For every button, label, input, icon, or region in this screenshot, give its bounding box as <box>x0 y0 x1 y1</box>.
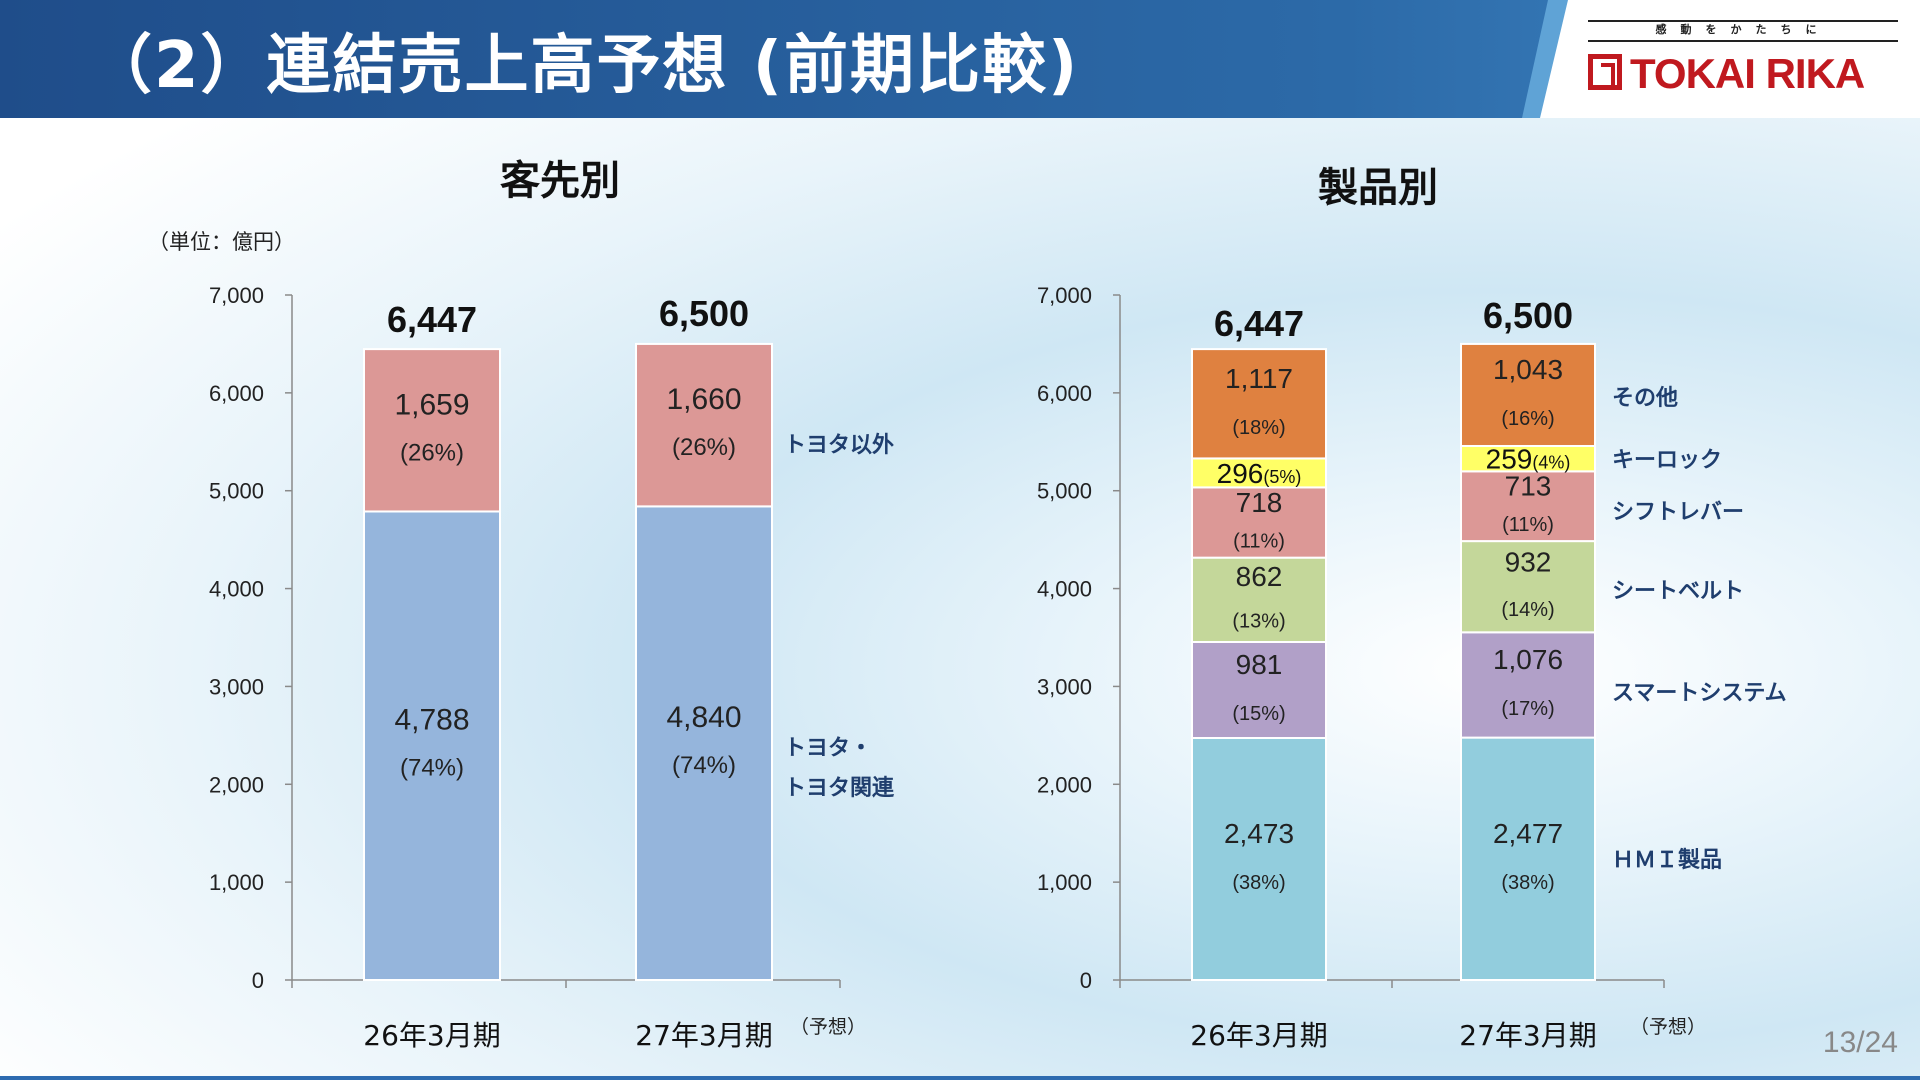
y-tick-label: 3,000 <box>1037 674 1092 699</box>
segment-percent-label: (18%) <box>1232 417 1285 439</box>
bar-segment <box>363 348 501 513</box>
x-category-note: （予想） <box>1630 1016 1706 1038</box>
y-tick-label: 5,000 <box>209 479 264 504</box>
series-legend-label: トヨタ・ <box>784 736 872 761</box>
segment-value-label: 1,076 <box>1493 644 1563 675</box>
y-tick-label: 0 <box>252 968 264 993</box>
y-tick-label: 4,000 <box>1037 577 1092 602</box>
x-category-label: 26年3月期 <box>363 1019 500 1052</box>
right-section-title: 製品別 <box>1318 165 1438 211</box>
bar-segment <box>1460 736 1596 981</box>
bar-segment <box>1460 631 1596 739</box>
segment-percent-label: (74%) <box>672 752 736 779</box>
bar-segment <box>1191 556 1327 644</box>
segment-value-label: 1,043 <box>1493 354 1563 385</box>
bar-segment <box>1191 736 1327 981</box>
series-legend-label: シフトレバー <box>1612 500 1744 525</box>
unit-label: （単位：億円） <box>148 230 295 254</box>
y-tick-label: 6,000 <box>1037 381 1092 406</box>
y-tick-label: 3,000 <box>209 674 264 699</box>
bar-segment <box>635 342 773 508</box>
y-tick-label: 5,000 <box>1037 479 1092 504</box>
bar-segment <box>1460 444 1596 473</box>
y-tick-label: 1,000 <box>1037 870 1092 895</box>
segment-value-label: 2,477 <box>1493 818 1563 849</box>
segment-value-label: 1,660 <box>666 383 741 416</box>
y-tick-label: 0 <box>1080 968 1092 993</box>
series-legend-label: スマートシステム <box>1612 681 1787 706</box>
segment-percent-label: (16%) <box>1501 408 1554 430</box>
bar-segment <box>363 510 501 981</box>
segment-percent-label: (38%) <box>1232 872 1285 894</box>
segment-value-label: 296(5%) <box>1217 458 1302 489</box>
segment-percent-label: (15%) <box>1232 703 1285 725</box>
series-legend-label: トヨタ以外 <box>784 432 894 458</box>
company-logo: 感動をかたちに TOKAI RIKA <box>1588 20 1898 100</box>
bar-total-label: 6,500 <box>659 293 749 334</box>
bar-segment <box>1191 348 1327 460</box>
segment-percent-label: (74%) <box>400 755 464 782</box>
series-legend-label: その他 <box>1612 386 1678 411</box>
segment-percent-label: (11%) <box>1502 514 1554 536</box>
x-category-label: 27年3月期 <box>1459 1019 1596 1052</box>
logo-tagline: 感動をかたちに <box>1588 20 1898 42</box>
segment-percent-label: (13%) <box>1232 611 1285 633</box>
segment-value-label: 1,117 <box>1225 363 1293 394</box>
logo-mark-icon <box>1588 54 1622 90</box>
segment-percent-label: (26%) <box>672 434 736 461</box>
bar-segment <box>635 505 773 981</box>
series-legend-label: トヨタ関連 <box>784 776 895 801</box>
segment-value-label: 4,840 <box>666 701 741 734</box>
segment-percent-label: (38%) <box>1501 872 1554 894</box>
segment-percent-label: (14%) <box>1501 599 1554 621</box>
bottom-rule <box>0 1076 1920 1080</box>
y-tick-label: 4,000 <box>209 577 264 602</box>
bar-segment <box>1460 540 1596 634</box>
y-tick-label: 1,000 <box>209 870 264 895</box>
segment-value-label: 1,659 <box>394 388 469 421</box>
series-legend-label: シートベルト <box>1612 579 1744 604</box>
segment-value-label: 4,788 <box>394 704 469 737</box>
x-category-label: 26年3月期 <box>1190 1019 1327 1052</box>
bar-total-label: 6,447 <box>387 299 477 340</box>
segment-value-label: 932 <box>1505 547 1552 578</box>
segment-value-label: 2,473 <box>1224 818 1294 849</box>
bar-segment <box>1460 470 1596 543</box>
bar-segment <box>1191 641 1327 739</box>
logo-wordmark: TOKAI RIKA <box>1588 50 1865 98</box>
segment-value-label: 718 <box>1236 487 1283 518</box>
x-category-note: （予想） <box>790 1016 866 1038</box>
y-tick-label: 7,000 <box>209 283 264 308</box>
bar-segment <box>1191 486 1327 559</box>
segment-value-label: 981 <box>1236 649 1283 680</box>
series-legend-label: ＨＭＩ製品 <box>1612 847 1722 873</box>
bar-segment <box>1460 342 1596 447</box>
header-bar <box>0 0 1920 118</box>
x-category-label: 27年3月期 <box>635 1019 772 1052</box>
bar-total-label: 6,500 <box>1483 295 1573 336</box>
segment-value-label: 713 <box>1505 471 1552 502</box>
page-title: （2）連結売上高予想 (前期比較) <box>88 29 1080 103</box>
y-tick-label: 2,000 <box>1037 772 1092 797</box>
y-tick-label: 7,000 <box>1037 283 1092 308</box>
segment-value-label: 862 <box>1236 561 1283 592</box>
segment-percent-label: (26%) <box>400 439 464 466</box>
left-section-title: 客先別 <box>500 158 620 204</box>
series-legend-label: キーロック <box>1612 448 1722 473</box>
segment-percent-label: (11%) <box>1233 530 1285 552</box>
bar-total-label: 6,447 <box>1214 303 1304 344</box>
y-tick-label: 6,000 <box>209 381 264 406</box>
segment-percent-label: (17%) <box>1501 698 1554 720</box>
page-number: 13/24 <box>1822 1026 1898 1059</box>
y-tick-label: 2,000 <box>209 772 264 797</box>
segment-value-label: 259(4%) <box>1486 444 1571 475</box>
